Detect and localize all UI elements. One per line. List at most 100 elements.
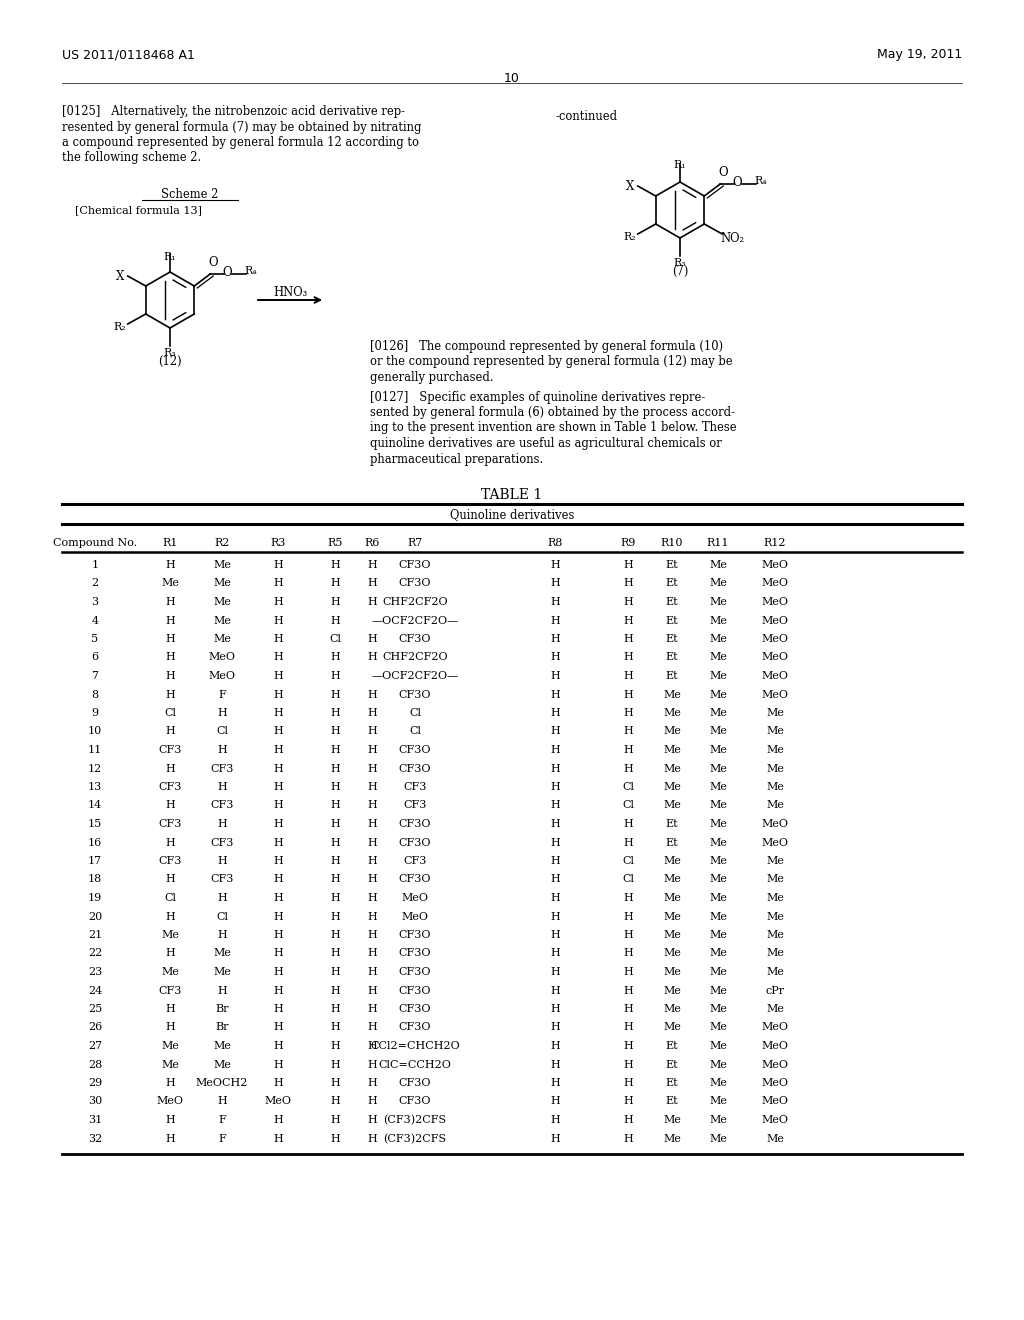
Text: Me: Me bbox=[766, 763, 784, 774]
Text: Me: Me bbox=[709, 560, 727, 570]
Text: R10: R10 bbox=[660, 539, 683, 548]
Text: Me: Me bbox=[766, 744, 784, 755]
Text: H: H bbox=[330, 1060, 340, 1069]
Text: H: H bbox=[273, 671, 283, 681]
Text: 27: 27 bbox=[88, 1041, 102, 1051]
Text: CF3O: CF3O bbox=[398, 1023, 431, 1032]
Text: Me: Me bbox=[664, 894, 681, 903]
Text: Me: Me bbox=[709, 968, 727, 977]
Text: 31: 31 bbox=[88, 1115, 102, 1125]
Text: Me: Me bbox=[709, 800, 727, 810]
Text: H: H bbox=[165, 634, 175, 644]
Text: MeO: MeO bbox=[762, 1115, 788, 1125]
Text: Me: Me bbox=[161, 1041, 179, 1051]
Text: H: H bbox=[330, 652, 340, 663]
Text: H: H bbox=[368, 763, 377, 774]
Text: CF3: CF3 bbox=[403, 800, 427, 810]
Text: H: H bbox=[330, 931, 340, 940]
Text: pharmaceutical preparations.: pharmaceutical preparations. bbox=[370, 453, 544, 466]
Text: R₁: R₁ bbox=[163, 252, 176, 261]
Text: CF3: CF3 bbox=[210, 763, 233, 774]
Text: R5: R5 bbox=[328, 539, 343, 548]
Text: CF3O: CF3O bbox=[398, 689, 431, 700]
Text: 8: 8 bbox=[91, 689, 98, 700]
Text: H: H bbox=[624, 1078, 633, 1088]
Text: H: H bbox=[368, 837, 377, 847]
Text: H: H bbox=[550, 1005, 560, 1014]
Text: X: X bbox=[116, 271, 124, 282]
Text: R8: R8 bbox=[547, 539, 562, 548]
Text: H: H bbox=[330, 968, 340, 977]
Text: H: H bbox=[330, 800, 340, 810]
Text: MeO: MeO bbox=[401, 912, 428, 921]
Text: H: H bbox=[165, 1005, 175, 1014]
Text: H: H bbox=[550, 560, 560, 570]
Text: H: H bbox=[550, 949, 560, 958]
Text: ClC=CCH2O: ClC=CCH2O bbox=[379, 1060, 452, 1069]
Text: MeO: MeO bbox=[209, 652, 236, 663]
Text: H: H bbox=[273, 689, 283, 700]
Text: Me: Me bbox=[213, 615, 231, 626]
Text: CF3O: CF3O bbox=[398, 1097, 431, 1106]
Text: (CF3)2CFS: (CF3)2CFS bbox=[383, 1115, 446, 1126]
Text: Cl: Cl bbox=[216, 726, 228, 737]
Text: resented by general formula (7) may be obtained by nitrating: resented by general formula (7) may be o… bbox=[62, 120, 422, 133]
Text: H: H bbox=[550, 818, 560, 829]
Text: H: H bbox=[624, 1005, 633, 1014]
Text: H: H bbox=[550, 744, 560, 755]
Text: 29: 29 bbox=[88, 1078, 102, 1088]
Text: H: H bbox=[550, 800, 560, 810]
Text: NO₂: NO₂ bbox=[720, 232, 744, 246]
Text: generally purchased.: generally purchased. bbox=[370, 371, 494, 384]
Text: 2: 2 bbox=[91, 578, 98, 589]
Text: R3: R3 bbox=[270, 539, 286, 548]
Text: H: H bbox=[550, 1115, 560, 1125]
Text: Me: Me bbox=[664, 912, 681, 921]
Text: H: H bbox=[330, 615, 340, 626]
Text: H: H bbox=[624, 726, 633, 737]
Text: Me: Me bbox=[709, 874, 727, 884]
Text: [Chemical formula 13]: [Chemical formula 13] bbox=[75, 205, 202, 215]
Text: Me: Me bbox=[664, 726, 681, 737]
Text: H: H bbox=[624, 931, 633, 940]
Text: Br: Br bbox=[215, 1005, 228, 1014]
Text: H: H bbox=[273, 1060, 283, 1069]
Text: Me: Me bbox=[709, 726, 727, 737]
Text: H: H bbox=[273, 894, 283, 903]
Text: H: H bbox=[330, 1041, 340, 1051]
Text: Cl: Cl bbox=[622, 855, 634, 866]
Text: CF3O: CF3O bbox=[398, 874, 431, 884]
Text: H: H bbox=[273, 615, 283, 626]
Text: H: H bbox=[165, 597, 175, 607]
Text: (CF3)2CFS: (CF3)2CFS bbox=[383, 1134, 446, 1144]
Text: CF3O: CF3O bbox=[398, 949, 431, 958]
Text: Et: Et bbox=[666, 652, 678, 663]
Text: H: H bbox=[624, 1134, 633, 1143]
Text: H: H bbox=[624, 1060, 633, 1069]
Text: H: H bbox=[273, 968, 283, 977]
Text: R₂: R₂ bbox=[114, 322, 126, 333]
Text: (12): (12) bbox=[158, 355, 182, 368]
Text: H: H bbox=[330, 560, 340, 570]
Text: Me: Me bbox=[709, 1023, 727, 1032]
Text: H: H bbox=[330, 744, 340, 755]
Text: Cl: Cl bbox=[329, 634, 341, 644]
Text: H: H bbox=[624, 1041, 633, 1051]
Text: O: O bbox=[222, 267, 231, 279]
Text: Me: Me bbox=[213, 949, 231, 958]
Text: H: H bbox=[330, 1023, 340, 1032]
Text: CF3O: CF3O bbox=[398, 931, 431, 940]
Text: MeO: MeO bbox=[762, 597, 788, 607]
Text: H: H bbox=[550, 894, 560, 903]
Text: or the compound represented by general formula (12) may be: or the compound represented by general f… bbox=[370, 355, 732, 368]
Text: H: H bbox=[550, 652, 560, 663]
Text: H: H bbox=[624, 894, 633, 903]
Text: the following scheme 2.: the following scheme 2. bbox=[62, 152, 202, 165]
Text: Me: Me bbox=[213, 578, 231, 589]
Text: H: H bbox=[273, 931, 283, 940]
Text: H: H bbox=[273, 1023, 283, 1032]
Text: MeO: MeO bbox=[762, 1097, 788, 1106]
Text: CF3: CF3 bbox=[159, 986, 181, 995]
Text: Me: Me bbox=[709, 1078, 727, 1088]
Text: H: H bbox=[273, 744, 283, 755]
